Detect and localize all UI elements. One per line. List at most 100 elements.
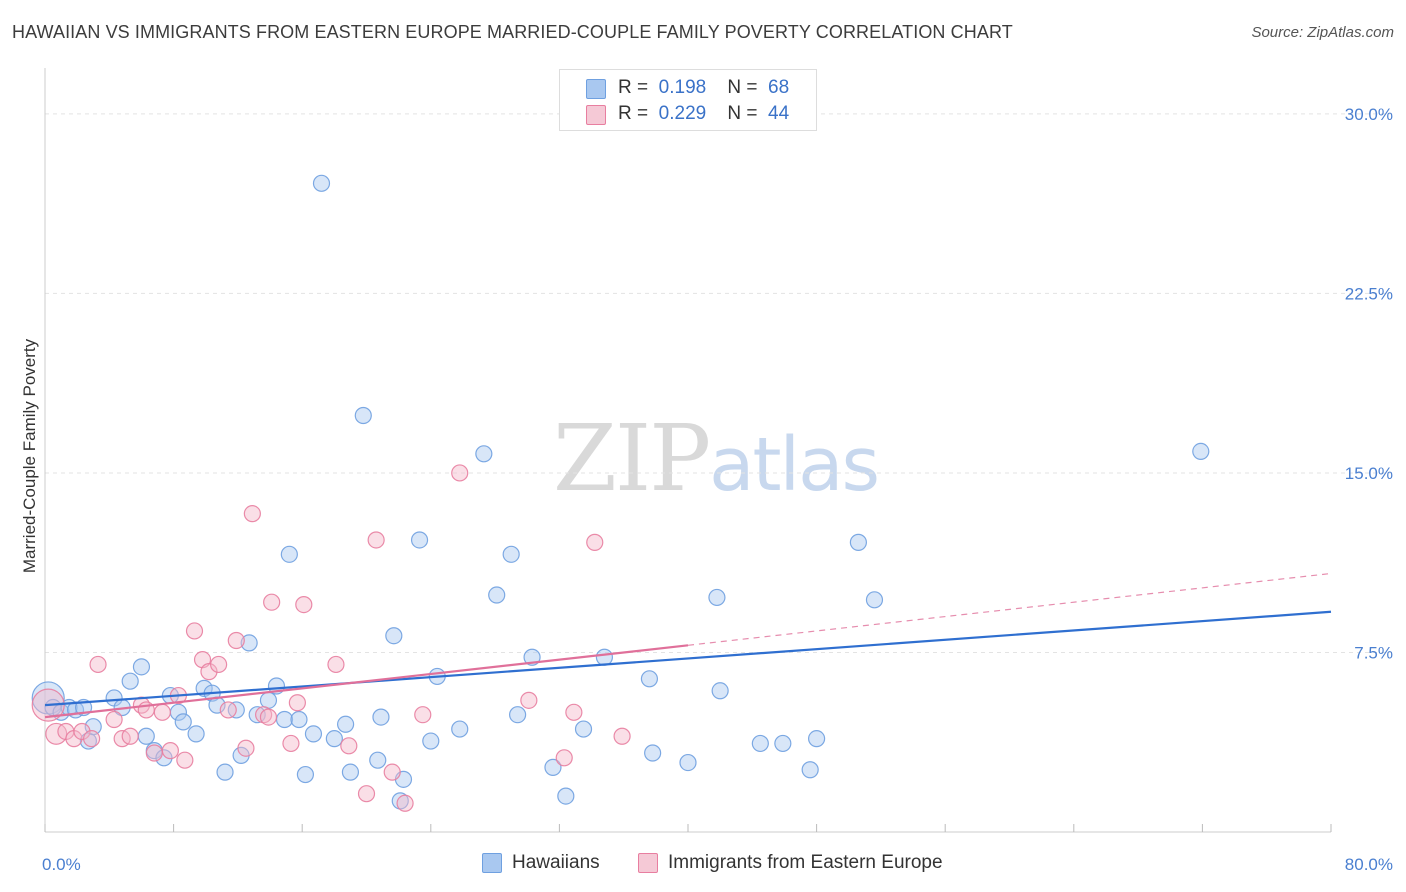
watermark: ZIPatlas bbox=[553, 405, 880, 512]
x-tick-label-min: 0.0% bbox=[42, 855, 81, 874]
hawaiians-point bbox=[574, 720, 593, 738]
immigrants-point bbox=[613, 727, 631, 745]
hawaiians-point bbox=[137, 727, 155, 745]
immigrants-point bbox=[367, 531, 385, 549]
immigrants-point bbox=[340, 737, 358, 755]
immigrants-point bbox=[210, 655, 228, 674]
hawaiians-point bbox=[296, 765, 315, 784]
r-value: 0.198 bbox=[658, 77, 707, 98]
immigrants-trendline-extension bbox=[687, 572, 1332, 646]
series-legend: Hawaiians Immigrants from Eastern Europe bbox=[0, 852, 1406, 878]
immigrants-point bbox=[105, 710, 123, 729]
r-label: R = bbox=[618, 103, 649, 124]
watermark-zip: ZIP bbox=[553, 405, 711, 512]
hawaiians-point bbox=[216, 763, 234, 781]
hawaiians-point bbox=[422, 732, 440, 750]
immigrants-point bbox=[161, 742, 179, 760]
immigrants-point bbox=[565, 703, 583, 721]
hawaiians-point bbox=[807, 730, 826, 748]
hawaiians-point bbox=[849, 533, 867, 551]
hawaiians-point bbox=[644, 744, 662, 762]
hawaiians-point bbox=[341, 763, 360, 781]
immigrants-point bbox=[555, 749, 573, 767]
chart-title: HAWAIIAN VS IMMIGRANTS FROM EASTERN EURO… bbox=[12, 22, 1013, 42]
r-value: 0.229 bbox=[658, 103, 707, 124]
immigrants-point bbox=[396, 794, 414, 812]
immigrants-point bbox=[255, 706, 273, 724]
hawaiians-point bbox=[391, 792, 409, 810]
hawaiians-point bbox=[410, 531, 429, 549]
n-label: N = bbox=[727, 77, 758, 98]
stats-text: R = 0.229 N = 44 bbox=[618, 103, 789, 125]
hawaiians-point bbox=[751, 734, 769, 753]
y-tick-label: 22.5% bbox=[1345, 284, 1393, 303]
hawaiians-point bbox=[304, 725, 323, 743]
immigrants-point bbox=[121, 727, 139, 745]
immigrants-point bbox=[219, 701, 237, 719]
hawaiians-point bbox=[708, 588, 726, 607]
immigrants-point bbox=[89, 655, 107, 674]
immigrants-point bbox=[586, 533, 604, 551]
hawaiians-point bbox=[132, 658, 151, 676]
immigrants-point bbox=[451, 464, 469, 482]
hawaiians-point bbox=[259, 691, 278, 709]
immigrants-point bbox=[153, 703, 171, 721]
immigrants-point bbox=[73, 722, 91, 741]
y-tick-label: 30.0% bbox=[1345, 105, 1393, 124]
immigrants-swatch bbox=[638, 853, 658, 873]
n-value: 44 bbox=[768, 103, 790, 124]
x-tick-label-max: 80.0% bbox=[1345, 855, 1393, 874]
immigrants-point bbox=[83, 730, 101, 748]
hawaiians-point bbox=[801, 761, 819, 779]
hawaiians-point bbox=[595, 648, 614, 666]
hawaiians-point bbox=[280, 545, 298, 563]
immigrants-point bbox=[243, 505, 261, 523]
y-tick-label: 7.5% bbox=[1354, 643, 1393, 662]
hawaiians-point bbox=[509, 706, 527, 724]
immigrants-point bbox=[295, 596, 313, 614]
hawaiians-point bbox=[557, 787, 575, 805]
immigrants-point bbox=[288, 694, 306, 712]
hawaiians-point bbox=[275, 710, 294, 729]
hawaiians-trendline bbox=[44, 610, 1332, 707]
immigrants-point bbox=[259, 708, 278, 726]
hawaiians-point bbox=[488, 586, 506, 604]
immigrants-point bbox=[414, 706, 432, 724]
hawaiians-point bbox=[354, 406, 372, 425]
hawaiians-point bbox=[1192, 442, 1210, 461]
hawaiians-point bbox=[369, 751, 387, 769]
immigrants-swatch bbox=[586, 105, 606, 125]
immigrants-point bbox=[327, 655, 345, 674]
n-label: N = bbox=[727, 103, 758, 124]
hawaiians-point bbox=[155, 749, 173, 767]
immigrants-point bbox=[176, 751, 194, 769]
hawaiians-point bbox=[679, 753, 697, 772]
hawaiians-point bbox=[711, 682, 729, 700]
immigrants-point bbox=[145, 744, 163, 762]
source-label: Source: ZipAtlas.com bbox=[1251, 24, 1394, 41]
hawaiians-point bbox=[312, 174, 331, 192]
stats-legend: R = 0.198 N = 68 R = 0.229 N = 44 bbox=[559, 69, 817, 131]
hawaiians-point bbox=[451, 720, 469, 738]
hawaiians-point bbox=[121, 672, 139, 690]
r-label: R = bbox=[618, 77, 649, 98]
hawaiians-point bbox=[640, 670, 659, 688]
hawaiians-point bbox=[337, 715, 355, 733]
legend-label: Immigrants from Eastern Europe bbox=[668, 852, 943, 873]
hawaiians-point bbox=[187, 725, 205, 743]
immigrants-point bbox=[383, 763, 401, 781]
hawaiians-point bbox=[385, 627, 403, 645]
immigrants-point bbox=[357, 785, 376, 803]
hawaiians-point bbox=[475, 445, 493, 463]
legend-label: Hawaiians bbox=[512, 852, 600, 873]
stats-text: R = 0.198 N = 68 bbox=[618, 77, 789, 99]
hawaiians-point bbox=[544, 758, 562, 776]
hawaiians-point bbox=[774, 734, 792, 753]
hawaiians-swatch bbox=[482, 853, 502, 873]
immigrants-point bbox=[227, 631, 245, 650]
hawaiians-swatch bbox=[586, 79, 606, 99]
immigrants-point bbox=[282, 734, 300, 753]
immigrants-point bbox=[237, 739, 255, 757]
y-axis-label: Married-Couple Family Poverty bbox=[20, 338, 39, 573]
